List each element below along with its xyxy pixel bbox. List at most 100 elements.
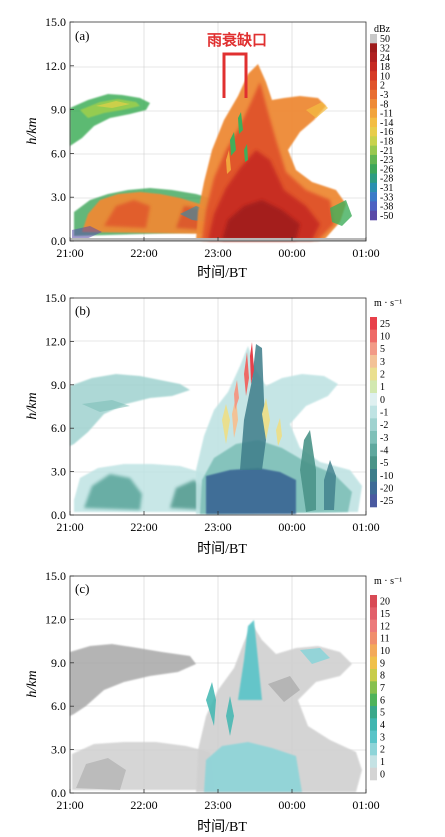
y-tick-label: 6.0 [51,699,66,713]
colorbar-swatch [370,619,377,633]
x-tick-label: 21:00 [56,246,83,260]
colorbar-label: -2 [380,420,388,431]
colorbar-swatch [370,380,377,394]
colorbar-label: 20 [380,597,390,608]
y-tick-label: 3.0 [51,743,66,757]
panel-b: (b) m · s⁻¹251053210-1-2-3-4-5-10-20-25 … [25,291,402,557]
colorbar-label: -14 [380,118,393,129]
colorbar-swatch [370,456,377,470]
colorbar-label: 5 [380,708,385,719]
colorbar-swatch [370,52,377,63]
colorbar-label: 10 [380,71,390,82]
gap-bracket [222,52,248,98]
colorbar-swatch [370,136,377,146]
x-axis-label-a: 时间/BT [197,265,247,281]
colorbar-label: -33 [380,192,393,203]
x-tick-label: 00:00 [278,520,305,534]
colorbar-label: -11 [380,109,393,120]
colorbar-swatch [370,210,377,221]
colorbar-swatch [370,681,377,694]
y-axis-label-b: h/km [25,392,40,419]
colorbar-swatch [370,71,377,81]
colorbar-label: -23 [380,155,393,166]
colorbar-label: -38 [380,202,393,213]
colorbar-swatch [370,355,377,368]
x-tick-label: 22:00 [130,520,157,534]
colorbar-label: -50 [380,211,393,222]
colorbar-label: 7 [380,683,385,694]
colorbar-swatch [370,431,377,444]
colorbar-label: 50 [380,34,390,45]
y-ticks-a: 0.0 3.0 6.0 9.0 12.0 15.0 [45,15,74,248]
colorbar-swatch [370,644,377,657]
colorbar-label: 24 [380,53,390,64]
gap-annotation: 雨衰缺口 [207,31,267,49]
x-tick-label: 01:00 [352,798,379,812]
y-axis-label-a: h/km [25,117,40,144]
colorbar-swatch [370,164,377,174]
colorbar-swatch [370,201,377,211]
colorbar-swatch [370,743,377,756]
y-tick-label: 15.0 [45,15,66,29]
colorbar-swatch [370,61,377,72]
y-tick-label: 9.0 [51,656,66,670]
x-axis-label-b: 时间/BT [197,541,247,557]
colorbar-label: -3 [380,90,388,101]
colorbar-swatch [370,405,377,419]
x-ticks-a: 21:00 22:00 23:00 00:00 01:00 [56,237,380,260]
colorbar-swatch [370,706,377,719]
colorbar-swatch [370,154,377,165]
y-ticks-c: 0.0 3.0 6.0 9.0 12.0 15.0 [45,569,74,800]
colorbar-swatch [370,89,377,100]
colorbar-label: 12 [380,621,390,632]
colorbar-label: -10 [380,471,393,482]
x-tick-label: 23:00 [204,246,231,260]
x-tick-label: 21:00 [56,520,83,534]
radial-velocity-echo [70,342,362,514]
panel-label-c: (c) [75,581,89,596]
colorbar-label: -4 [380,446,388,457]
colorbar-label: 0 [380,769,385,780]
colorbar-label: 2 [380,370,385,381]
panel-label-b: (b) [75,303,90,318]
colorbar-label: -18 [380,136,393,147]
colorbar-label: -8 [380,99,388,110]
x-ticks-c: 21:00 22:00 23:00 00:00 01:00 [56,789,380,812]
colorbar-swatch [370,494,377,508]
x-tick-label: 22:00 [130,798,157,812]
colorbar-swatch [370,342,377,356]
colorbar-unit: m · s⁻¹ [374,298,402,309]
y-axis-label-c: h/km [25,670,40,697]
colorbar-swatch [370,730,377,744]
colorbar-swatch [370,632,377,645]
colorbar-label: 10 [380,332,390,343]
colorbar-swatch [370,173,377,184]
colorbar-label: 10 [380,646,390,657]
y-tick-label: 15.0 [45,291,66,305]
spectrum-width-echo [70,620,362,792]
colorbar-swatch [370,669,377,682]
colorbar-label: 2 [380,745,385,756]
colorbar-swatch [370,329,377,343]
colorbar-label: -20 [380,484,393,495]
colorbar-label: 11 [380,634,390,645]
y-tick-label: 12.0 [45,59,66,73]
colorbar-unit: m · s⁻¹ [374,576,402,587]
reflectivity-echo [70,64,366,241]
colorbar-label: 9 [380,658,385,669]
colorbar-label: -28 [380,174,393,185]
x-ticks-b: 21:00 22:00 23:00 00:00 01:00 [56,511,380,534]
x-tick-label: 22:00 [130,246,157,260]
colorbar-swatch [370,656,377,670]
colorbar-swatch [370,418,377,432]
colorbar-label: 0 [380,395,385,406]
colorbar-label: -31 [380,183,393,194]
y-tick-label: 9.0 [51,103,66,117]
y-tick-label: 12.0 [45,334,66,348]
colorbar-swatch [370,367,377,381]
colorbar-label: -16 [380,127,393,138]
colorbar-swatch [370,192,377,202]
y-ticks-b: 0.0 3.0 6.0 9.0 12.0 15.0 [45,291,74,522]
colorbar-label: 3 [380,732,385,743]
